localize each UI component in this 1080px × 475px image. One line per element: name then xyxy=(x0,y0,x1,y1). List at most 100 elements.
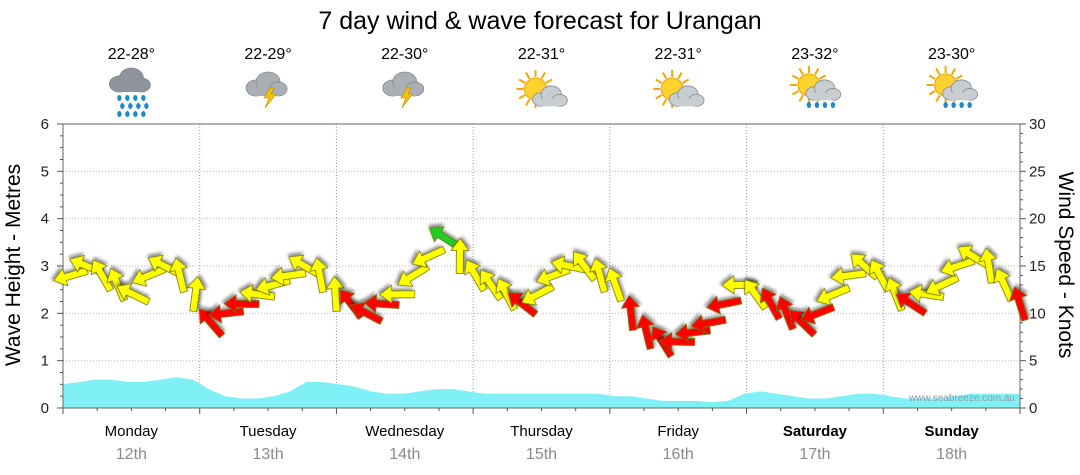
wind-arrow-shape xyxy=(270,266,307,286)
day-temperature: 22-29° xyxy=(244,46,291,63)
cloud-part xyxy=(390,87,416,96)
cloud-part xyxy=(949,92,971,101)
day-date: 18th xyxy=(936,446,967,463)
wind-arrow xyxy=(659,331,696,352)
wind-arrow-shape xyxy=(721,275,758,295)
sun-ray xyxy=(682,78,690,84)
sun-ray xyxy=(955,74,963,80)
wind-arrow-shape xyxy=(573,251,598,283)
rain-drop xyxy=(822,102,828,108)
day-date: 13th xyxy=(253,446,284,463)
sun-ray xyxy=(525,98,531,106)
wind-arrow xyxy=(90,259,115,293)
rain-drop xyxy=(141,111,146,117)
rain-drop xyxy=(806,102,812,108)
sun-showers-icon xyxy=(926,66,978,108)
axes xyxy=(57,123,1026,414)
wind-arrow-shape xyxy=(690,314,727,334)
right-tick-label: 30 xyxy=(1029,116,1046,133)
sun-ray xyxy=(661,98,668,106)
right-tick-label: 15 xyxy=(1029,258,1046,275)
wind-arrow-shape xyxy=(223,294,260,314)
day-temperature: 22-30° xyxy=(381,46,428,63)
sun-ray xyxy=(540,72,546,80)
wind-arrow xyxy=(940,256,976,277)
sun-ray xyxy=(928,90,936,96)
partly-cloudy-icon xyxy=(653,70,705,108)
right-tick-label: 5 xyxy=(1029,353,1037,370)
day-date: 17th xyxy=(799,446,830,463)
rain-drop xyxy=(141,95,146,101)
lightning-bolt xyxy=(263,87,277,109)
wind-arrow xyxy=(925,273,960,297)
sun-ray xyxy=(661,72,668,80)
sun-ray xyxy=(791,90,800,96)
wind-arrow xyxy=(816,284,851,306)
tick-labels: 0 1 2 3 4 5 6 0 5 10 15 20 25 30 xyxy=(41,116,1046,417)
wind-arrow-shape xyxy=(659,331,696,352)
day-name: Sunday xyxy=(925,423,980,440)
wind-arrow xyxy=(800,303,836,325)
left-tick-label: 6 xyxy=(41,116,49,133)
wind-arrow xyxy=(239,284,276,304)
sun-ray xyxy=(950,68,957,76)
day-labels: Monday 12th Tuesday 13th Wednesday 14th Thursd… xyxy=(105,423,980,463)
wind-arrow-shape xyxy=(635,314,655,351)
credit-text: www.seabreeze.com.au xyxy=(908,393,1015,404)
wind-arrow xyxy=(450,237,470,274)
wind-arrow xyxy=(573,251,598,283)
wind-arrow-shape xyxy=(604,267,625,303)
wind-arrow xyxy=(744,279,769,311)
sun-ray xyxy=(798,68,804,76)
wind-arrow-shape xyxy=(830,266,867,286)
wind-arrow-shape xyxy=(169,257,188,294)
weather-strip: 22-28° 22-29° 22-30° 22-31° 22-31° 23-32° 23-3… xyxy=(108,46,978,117)
rain-drop xyxy=(814,102,820,108)
day-name: Wednesday xyxy=(365,423,444,440)
chart-title: 7 day wind & wave forecast for Urangan xyxy=(318,7,761,35)
day-temperature: 22-31° xyxy=(518,46,565,63)
wind-arrow xyxy=(721,275,758,295)
cloud-part xyxy=(812,92,834,101)
wind-arrow-shape xyxy=(239,284,276,304)
wind-arrow xyxy=(270,266,307,286)
right-tick-label: 0 xyxy=(1029,400,1037,417)
day-temperature: 23-32° xyxy=(791,46,838,63)
wind-arrow xyxy=(589,257,609,294)
wind-arrow xyxy=(830,266,867,286)
wind-arrow-shape xyxy=(620,294,641,331)
rain-drop xyxy=(120,103,125,109)
cloud-part xyxy=(676,98,698,107)
day-temperature: 22-28° xyxy=(108,46,155,63)
wind-arrow-shape xyxy=(759,287,783,321)
wind-arrow xyxy=(198,308,226,339)
wind-arrow xyxy=(604,267,625,303)
rain-drop xyxy=(117,95,122,101)
sun-ray xyxy=(935,94,941,102)
day-name: Friday xyxy=(657,423,699,440)
wind-arrow xyxy=(895,292,928,317)
wind-arrow xyxy=(169,257,188,294)
wind-arrow-shape xyxy=(589,257,609,294)
wind-arrow-shape xyxy=(940,256,976,277)
wind-arrow-shape xyxy=(479,269,505,302)
left-tick-label: 0 xyxy=(41,400,49,417)
rain-drop xyxy=(959,102,964,108)
day-name: Tuesday xyxy=(240,423,297,440)
rain-drop xyxy=(943,102,948,108)
wave-height-area xyxy=(63,377,1020,408)
rain-showers-icon xyxy=(108,67,151,117)
wind-arrow-shape xyxy=(744,279,769,311)
wind-arrow xyxy=(690,314,727,334)
sun-ray xyxy=(818,74,826,80)
wind-arrow xyxy=(411,245,447,268)
wind-arrow xyxy=(223,294,260,314)
day-temperature: 22-31° xyxy=(655,46,702,63)
wind-arrow-shape xyxy=(450,237,470,274)
right-tick-label: 10 xyxy=(1029,305,1046,322)
wind-arrow-shape xyxy=(1009,286,1029,322)
rain-drop xyxy=(951,102,956,108)
wind-arrow-shape xyxy=(925,273,960,297)
thunderstorm-icon xyxy=(245,71,288,109)
